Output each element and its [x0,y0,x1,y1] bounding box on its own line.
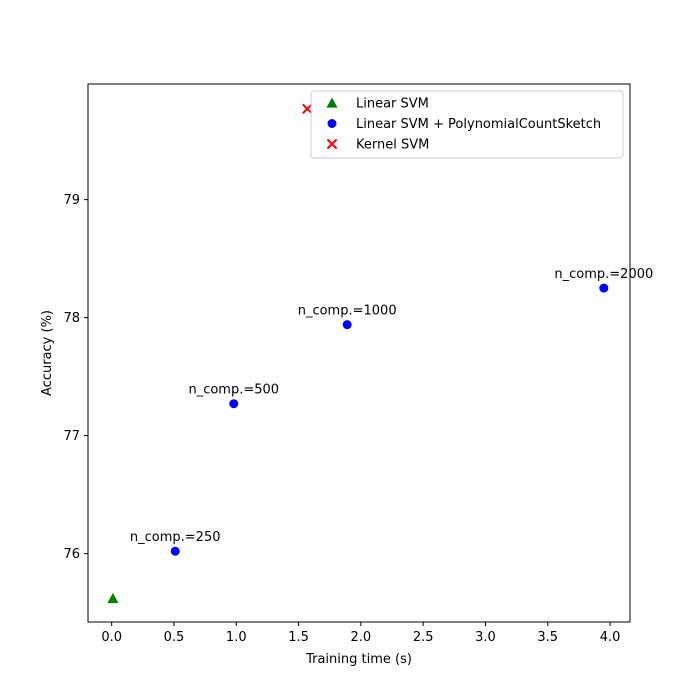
point-annotation: n_comp.=1000 [298,304,397,319]
x-tick-label: 2.0 [351,630,372,645]
y-tick-label: 76 [63,547,80,562]
legend-marker [326,97,338,108]
y-tick-label: 78 [63,311,80,326]
y-axis-label: Accuracy (%) [40,310,55,396]
point-annotation: n_comp.=500 [188,383,279,398]
x-axis-ticks: 0.0 0.5 1.0 1.5 2.0 2.5 3.0 3.5 4.0 [101,622,620,645]
data-point [302,103,313,114]
plot-area: n_comp.=250 n_comp.=500 n_comp.=1000 n_comp… [107,103,653,604]
y-tick-label: 79 [63,193,80,208]
x-axis-label: Training time (s) [305,652,412,667]
data-point [229,399,239,409]
x-tick-label: 0.5 [164,630,185,645]
data-point [170,546,180,556]
x-tick-label: 1.0 [226,630,247,645]
x-tick-label: 0.0 [101,630,122,645]
legend-box [310,90,624,159]
legend-marker [327,119,337,128]
point-annotation: n_comp.=2000 [554,267,653,282]
legend-label: Linear SVM + PolynomialCountSketch [356,117,601,132]
y-tick-label: 77 [63,429,80,444]
x-tick-label: 2.5 [413,630,434,645]
legend-entry: Linear SVM [326,97,429,112]
data-point [342,320,352,330]
data-point [599,283,609,293]
legend-entry: Linear SVM + PolynomialCountSketch [327,117,601,132]
legend-marker [326,138,338,150]
legend-label: Kernel SVM [356,138,429,153]
legend: Linear SVM Linear SVM + PolynomialCountSk… [310,90,624,159]
x-tick-label: 3.0 [475,630,496,645]
x-tick-label: 1.5 [288,630,309,645]
axes-frame [87,83,631,623]
legend-label: Linear SVM [356,97,429,112]
x-tick-label: 4.0 [600,630,621,645]
point-annotation: n_comp.=250 [130,530,221,545]
y-axis-ticks: 76 77 78 79 [63,193,88,562]
legend-entry: Kernel SVM [326,138,429,153]
data-point [107,592,119,604]
x-tick-label: 3.5 [537,630,558,645]
